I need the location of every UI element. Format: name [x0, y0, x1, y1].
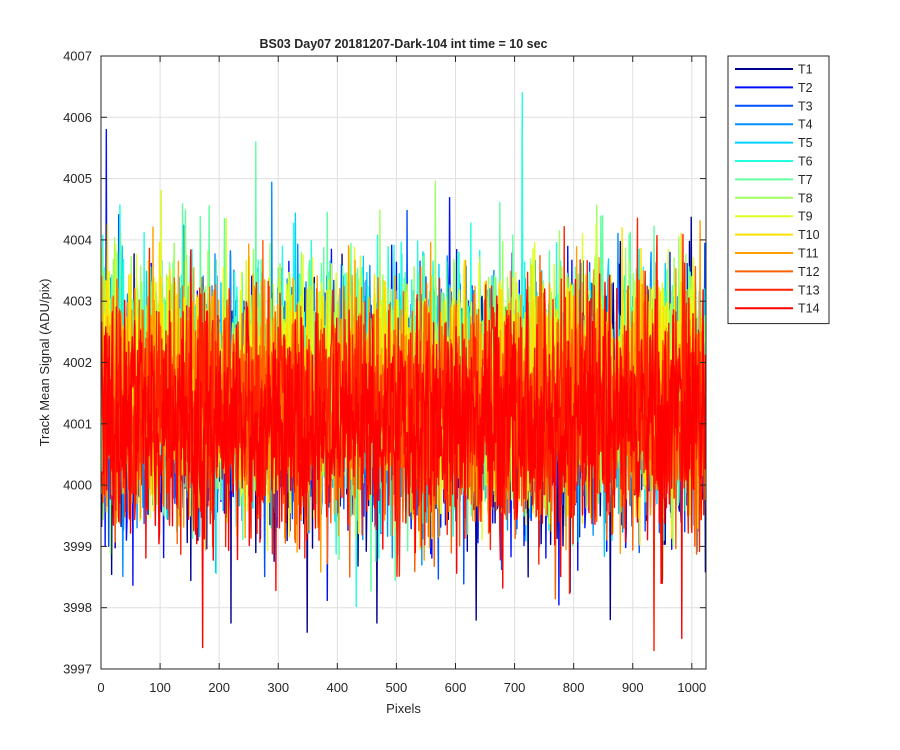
- x-tick-label: 300: [267, 680, 289, 695]
- legend-label-t1: T1: [798, 63, 813, 77]
- series-layer: [101, 92, 706, 652]
- legend-label-t10: T10: [798, 228, 820, 242]
- legend-label-t4: T4: [798, 118, 813, 132]
- x-tick-label: 500: [386, 680, 408, 695]
- y-tick-label: 3999: [63, 539, 92, 554]
- x-tick-label: 800: [563, 680, 585, 695]
- legend-label-t5: T5: [798, 136, 813, 150]
- y-tick-label: 4003: [63, 294, 92, 309]
- axis-ticks: 0 100 200 300 400 500 600 700 800 900 1000 3997 3998…: [63, 49, 706, 696]
- legend-label-t12: T12: [798, 265, 820, 279]
- y-tick-label: 3998: [63, 600, 92, 615]
- y-tick-label: 4002: [63, 355, 92, 370]
- y-axis-label: Track Mean Signal (ADU/pix): [37, 279, 52, 447]
- y-tick-label: 4007: [63, 49, 92, 64]
- legend-label-t6: T6: [798, 155, 813, 169]
- y-tick-label: 4006: [63, 110, 92, 125]
- series-line-t14: [101, 249, 706, 649]
- x-tick-label: 0: [97, 680, 104, 695]
- legend-label-t8: T8: [798, 191, 813, 205]
- legend-label-t9: T9: [798, 210, 813, 224]
- legend-label-t11: T11: [798, 247, 819, 261]
- y-tick-label: 4001: [63, 416, 92, 431]
- legend-label-t7: T7: [798, 173, 813, 187]
- x-tick-label: 700: [504, 680, 526, 695]
- legend-label-t2: T2: [798, 81, 813, 95]
- x-tick-label: 200: [208, 680, 230, 695]
- x-axis-label: Pixels: [386, 701, 421, 716]
- y-tick-label: 4004: [63, 232, 92, 247]
- y-tick-label: 4000: [63, 478, 92, 493]
- legend-box: [727, 55, 830, 325]
- x-tick-label: 400: [326, 680, 348, 695]
- x-tick-label: 900: [622, 680, 644, 695]
- y-tick-label: 3997: [63, 662, 92, 677]
- legend-label-t3: T3: [798, 99, 813, 113]
- legend-label-t14: T14: [798, 302, 820, 316]
- legend: T1 T2 T3 T4 T5 T6 T7 T8 T9 T10 T11 T12 T13 T14: [727, 55, 830, 325]
- legend-label-t13: T13: [798, 283, 820, 297]
- y-tick-label: 4005: [63, 171, 92, 186]
- x-tick-label: 100: [149, 680, 171, 695]
- x-tick-label: 1000: [677, 680, 706, 695]
- x-tick-label: 600: [445, 680, 467, 695]
- chart-title: BS03 Day07 20181207-Dark-104 int time = …: [259, 37, 547, 51]
